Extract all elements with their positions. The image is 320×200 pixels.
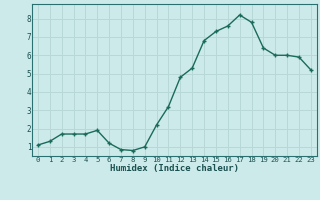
X-axis label: Humidex (Indice chaleur): Humidex (Indice chaleur) xyxy=(110,164,239,173)
